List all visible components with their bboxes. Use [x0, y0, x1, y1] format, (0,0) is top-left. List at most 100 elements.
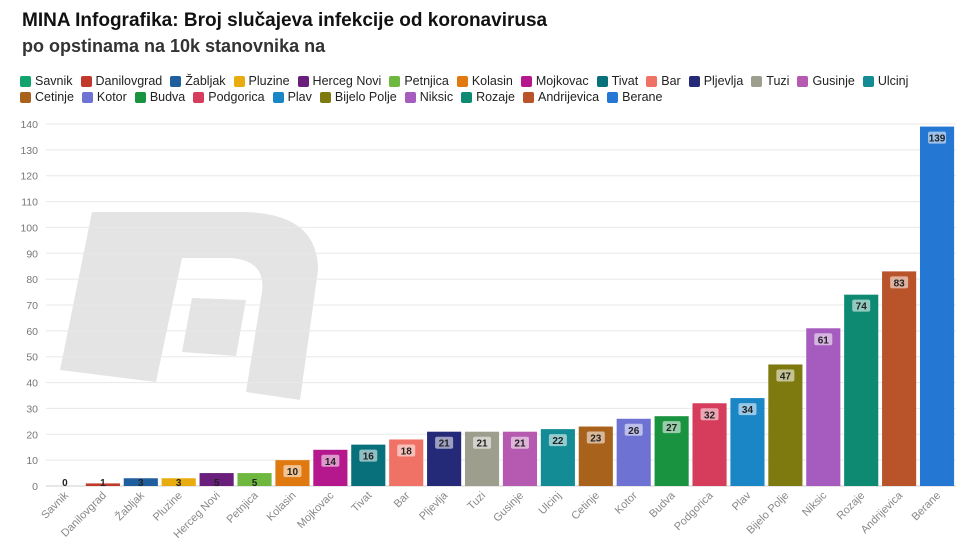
legend-item-plav[interactable]: Plav	[272, 90, 312, 104]
legend-item-pluzine[interactable]: Pluzine	[233, 74, 290, 88]
bar-bijelo-polje[interactable]	[768, 364, 803, 486]
legend-item-tuzi[interactable]: Tuzi	[751, 74, 789, 88]
x-tick-label-pluzine: Pluzine	[151, 490, 185, 524]
legend-swatch	[461, 91, 473, 103]
y-tick-label: 80	[26, 274, 38, 286]
legend-swatch	[233, 75, 245, 87]
y-tick-label: 40	[26, 378, 38, 390]
legend-label: Žabljak	[185, 74, 226, 88]
legend-swatch	[389, 75, 401, 87]
bar-herceg-novi[interactable]	[199, 473, 234, 486]
chart-subtitle: po opstinama na 10k stanovnika na	[22, 36, 326, 56]
legend-swatch	[688, 75, 700, 87]
legend-swatch	[751, 75, 763, 87]
legend-swatch	[81, 91, 93, 103]
y-tick-label: 10	[26, 455, 38, 467]
legend-item-petnjica[interactable]: Petnjica	[389, 74, 449, 88]
y-tick-label: 60	[26, 326, 38, 338]
data-label-kotor: 26	[628, 426, 640, 437]
legend-item-niksic[interactable]: Niksic	[404, 90, 454, 104]
legend-item-danilovgrad[interactable]: Danilovgrad	[80, 74, 163, 88]
legend-item-bijelo-polje[interactable]: Bijelo Polje	[319, 90, 397, 104]
x-tick-label-berane: Berane	[910, 490, 944, 524]
bar-pluzine[interactable]	[161, 478, 196, 486]
legend-swatch	[170, 75, 182, 87]
data-label-bg	[397, 444, 416, 457]
legend-item-ulcinj[interactable]: Ulcinj	[862, 74, 909, 88]
legend-item-budva[interactable]: Budva	[134, 90, 186, 104]
bar-andrijevica[interactable]	[882, 271, 917, 486]
legend-swatch	[646, 75, 658, 87]
legend-swatch	[862, 75, 874, 87]
data-label-budva: 27	[666, 423, 678, 434]
data-label-bg	[473, 436, 492, 449]
y-tick-label: 50	[26, 352, 38, 364]
legend-item-berane[interactable]: Berane	[607, 90, 662, 104]
legend-item-tivat[interactable]: Tivat	[596, 74, 638, 88]
data-label-bijelo-polje: 47	[780, 371, 792, 382]
data-label-bg	[586, 431, 605, 444]
data-label-savnik: 0	[62, 478, 68, 489]
legend-swatch	[319, 91, 331, 103]
legend-label: Tuzi	[766, 74, 790, 88]
legend-label: Niksic	[419, 90, 454, 104]
data-label-bg	[738, 403, 757, 416]
legend-swatch	[456, 75, 468, 87]
bar-rozaje[interactable]	[844, 294, 879, 486]
data-label-bg	[890, 276, 909, 289]
x-tick-label-gusinje: Gusinje	[491, 490, 526, 525]
x-tick-label-petnjica: Petnjica	[225, 489, 262, 526]
legend-label: Pljevlja	[703, 74, 744, 88]
legend-swatch	[272, 91, 284, 103]
mina-logo-watermark	[60, 212, 318, 400]
legend-item-podgorica[interactable]: Podgorica	[193, 90, 265, 104]
legend-label: Savnik	[35, 74, 73, 88]
legend-swatch	[297, 75, 309, 87]
x-tick-label-kotor: Kotor	[613, 489, 640, 516]
legend-swatch	[404, 91, 416, 103]
legend-item-kotor[interactable]: Kotor	[81, 90, 127, 104]
y-tick-label: 100	[20, 222, 38, 234]
chart-title: MINA Infografika: Broj slučajeva infekci…	[22, 10, 548, 31]
watermark-shape	[60, 212, 318, 400]
legend-label: Herceg Novi	[312, 74, 382, 88]
data-label-bg	[510, 436, 529, 449]
bar-petnjica[interactable]	[237, 473, 272, 486]
legend-swatch	[520, 75, 532, 87]
data-label-bg	[700, 408, 719, 421]
legend-label: Ulcinj	[877, 74, 909, 88]
legend-item-andrijevica[interactable]: Andrijevica	[523, 90, 599, 104]
legend-label: Budva	[149, 90, 186, 104]
legend-label: Gusinje	[812, 74, 855, 88]
legend-label: Berane	[622, 90, 663, 104]
legend-item-bar[interactable]: Bar	[646, 74, 681, 88]
legend-item-pljevlja[interactable]: Pljevlja	[688, 74, 744, 88]
bar-danilovgrad[interactable]	[85, 483, 120, 486]
x-tick-label-tivat: Tivat	[349, 490, 374, 515]
x-tick-label-budva: Budva	[647, 489, 678, 520]
bar-berane[interactable]	[919, 126, 955, 486]
legend-item-herceg-novi[interactable]: Herceg Novi	[297, 74, 382, 88]
legend-item-cetinje[interactable]: Cetinje	[20, 90, 74, 104]
legend-item-gusinje[interactable]: Gusinje	[797, 74, 855, 88]
data-label-petnjica: 5	[252, 478, 258, 489]
legend-item-mojkovac[interactable]: Mojkovac	[520, 74, 589, 88]
y-tick-label: 70	[26, 300, 38, 312]
legend-item-zabljak[interactable]: Žabljak	[170, 74, 226, 88]
x-tick-label-cetinje: Cetinje	[569, 490, 602, 523]
data-label-bg	[435, 436, 454, 449]
bar-zabljak[interactable]	[123, 478, 158, 486]
data-label-bg	[321, 454, 340, 467]
data-label-bg	[548, 434, 567, 447]
legend-label: Petnjica	[404, 74, 449, 88]
y-tick-label: 140	[20, 119, 38, 131]
legend-label: Danilovgrad	[95, 74, 163, 88]
legend-item-kolasin[interactable]: Kolasin	[456, 74, 513, 88]
x-tick-label-pljevlja: Pljevlja	[417, 489, 451, 523]
legend: Savnik Danilovgrad Žabljak Pluzine Herceg No…	[20, 74, 960, 104]
legend-item-savnik[interactable]: Savnik	[20, 74, 73, 88]
legend-item-rozaje[interactable]: Rozaje	[461, 90, 515, 104]
bar-niksic[interactable]	[806, 328, 841, 486]
